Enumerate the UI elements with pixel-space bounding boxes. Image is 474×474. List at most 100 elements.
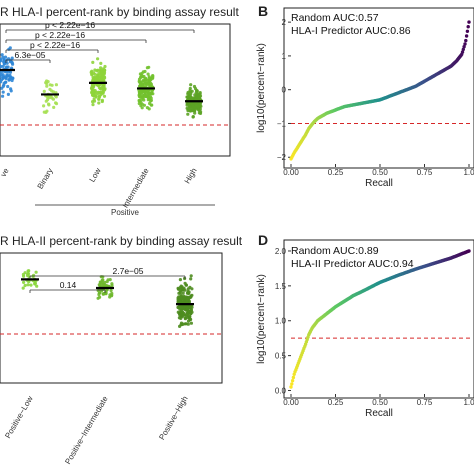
data-point — [110, 293, 114, 297]
data-point — [4, 76, 8, 81]
data-point — [97, 71, 101, 75]
data-point — [34, 270, 38, 274]
data-point — [6, 70, 11, 74]
y-tick-label: 1 — [282, 52, 287, 61]
data-point — [1, 64, 5, 68]
data-point — [178, 278, 182, 282]
data-point — [21, 286, 25, 290]
category-label: Positive−Intermediate — [63, 394, 110, 466]
data-point — [185, 297, 189, 301]
data-point — [3, 55, 8, 59]
data-point — [185, 314, 189, 318]
y-tick-label: 1.0 — [275, 317, 287, 326]
data-point — [102, 94, 107, 98]
data-point — [192, 109, 197, 113]
panel-b-xlabel: Recall — [365, 178, 393, 189]
data-point — [10, 56, 14, 60]
p-value-label: 2.7e−05 — [113, 266, 144, 276]
panel-d-curve — [289, 249, 471, 389]
data-point — [146, 95, 150, 100]
data-point — [98, 295, 102, 299]
data-point — [145, 66, 149, 70]
data-point — [21, 272, 25, 277]
data-point — [177, 287, 181, 291]
data-point — [140, 71, 144, 75]
data-point — [198, 111, 203, 115]
data-point — [148, 101, 152, 106]
data-point — [189, 317, 193, 321]
data-point — [189, 311, 193, 316]
data-point — [197, 97, 201, 101]
data-point — [151, 75, 155, 79]
panel-c-points — [21, 269, 194, 328]
data-point — [10, 61, 14, 65]
data-point — [142, 98, 146, 102]
data-point — [177, 316, 181, 320]
data-point — [103, 64, 107, 69]
y-tick-label: 0.0 — [275, 387, 287, 396]
data-point — [188, 109, 192, 113]
panel-a-title: R HLA-I percent-rank by binding assay re… — [0, 5, 239, 19]
data-point — [93, 68, 97, 72]
data-point — [100, 278, 104, 282]
data-point — [96, 57, 100, 61]
data-point — [0, 70, 3, 74]
data-point — [91, 85, 95, 89]
curve-point — [290, 379, 295, 383]
data-point — [0, 59, 2, 63]
x-tick-label: 1.0 — [463, 168, 474, 177]
data-point — [186, 312, 190, 316]
data-point — [33, 282, 37, 286]
data-point — [26, 269, 30, 273]
panel-d-predictor-auc: HLA-II Predictor AUC:0.94 — [291, 258, 414, 270]
p-value-label: p < 2.22e−16 — [45, 20, 95, 30]
data-point — [146, 72, 150, 76]
data-point — [185, 106, 189, 110]
curve-point — [291, 375, 296, 380]
data-point — [22, 280, 26, 284]
data-point — [188, 285, 192, 289]
data-point — [101, 74, 105, 79]
data-point — [90, 73, 94, 77]
data-point — [143, 82, 147, 86]
data-point — [137, 101, 141, 106]
x-tick-label: 0.50 — [372, 168, 388, 177]
data-point — [195, 88, 199, 92]
panel-b-random-auc: Random AUC:0.57 — [291, 12, 379, 24]
data-point — [188, 106, 192, 110]
data-point — [180, 286, 184, 290]
data-point — [51, 90, 56, 94]
data-point — [93, 72, 97, 76]
y-tick-label: −1 — [277, 119, 287, 128]
panel-b-ylabel: log10(percent−rank) — [256, 43, 267, 133]
data-point — [141, 75, 145, 79]
data-point — [0, 86, 4, 90]
category-label: Low — [88, 166, 103, 183]
data-point — [143, 77, 147, 81]
category-label: Intermediate — [121, 166, 151, 209]
panel-d-ylabel: log10(percent−rank) — [256, 274, 267, 364]
x-tick-label: 0.75 — [417, 398, 433, 407]
curve-point — [463, 42, 467, 46]
y-tick-label: 2 — [282, 18, 287, 27]
data-point — [45, 84, 49, 88]
data-point — [191, 115, 195, 119]
data-point — [99, 61, 103, 65]
data-point — [54, 83, 59, 87]
category-label: ve — [0, 166, 11, 178]
data-point — [147, 107, 151, 111]
data-point — [139, 81, 143, 85]
data-point — [137, 77, 142, 81]
curve-point — [467, 249, 471, 253]
data-point — [42, 110, 46, 114]
curve-point — [464, 34, 469, 38]
data-point — [149, 92, 154, 96]
curve-point — [467, 20, 471, 24]
x-tick-label: 0.25 — [328, 398, 344, 407]
data-point — [179, 310, 183, 314]
x-tick-label: 1.0 — [463, 398, 474, 407]
data-point — [6, 84, 10, 89]
data-point — [0, 94, 5, 98]
data-point — [97, 101, 101, 105]
